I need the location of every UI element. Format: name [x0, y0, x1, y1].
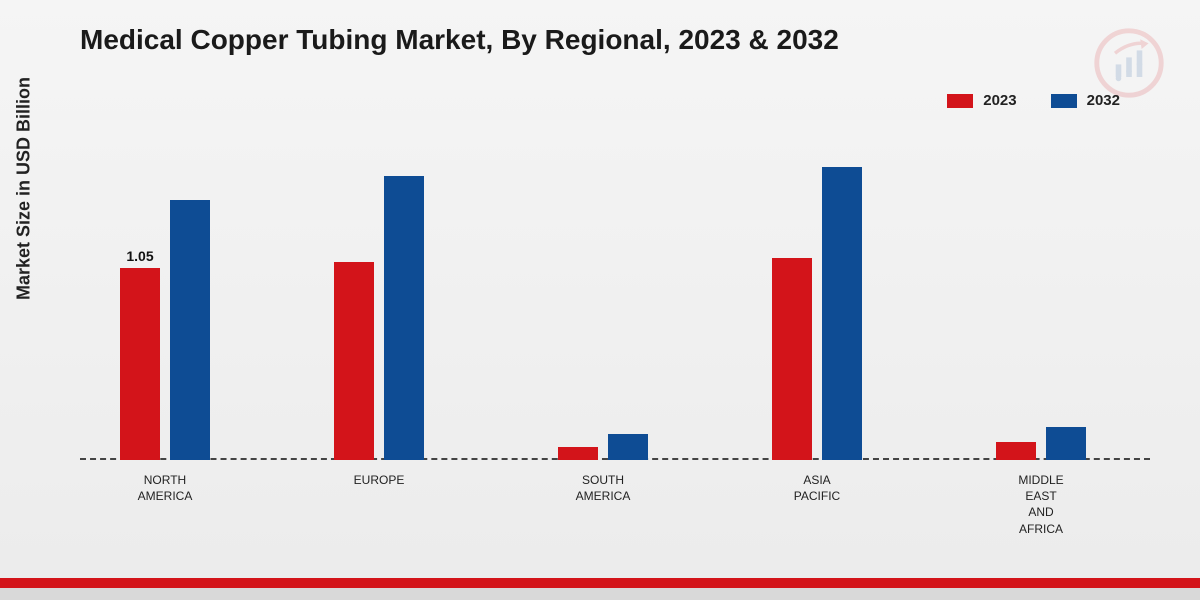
value-label-north_america: 1.05 — [120, 248, 160, 264]
legend: 2023 2032 — [947, 92, 1120, 109]
legend-swatch-2023 — [947, 94, 973, 108]
bar-group-south_america — [558, 434, 648, 460]
legend-label-2023: 2023 — [983, 92, 1016, 109]
legend-item-2023: 2023 — [947, 92, 1016, 109]
bar-2023-mea — [996, 442, 1036, 460]
bar-group-north_america — [120, 200, 210, 460]
bar-2032-europe — [384, 176, 424, 460]
legend-label-2032: 2032 — [1087, 92, 1120, 109]
bar-2032-north_america — [170, 200, 210, 460]
chart-container: Medical Copper Tubing Market, By Regiona… — [0, 0, 1200, 578]
bar-2032-mea — [1046, 427, 1086, 460]
bar-2023-north_america — [120, 268, 160, 461]
chart-title: Medical Copper Tubing Market, By Regiona… — [80, 24, 839, 56]
x-label-europe: EUROPE — [329, 472, 429, 488]
bar-group-europe — [334, 176, 424, 460]
bar-2023-asia_pacific — [772, 258, 812, 460]
x-label-south_america: SOUTH AMERICA — [553, 472, 653, 504]
legend-item-2032: 2032 — [1051, 92, 1120, 109]
bar-group-asia_pacific — [772, 167, 862, 460]
y-axis-label: Market Size in USD Billion — [14, 77, 35, 300]
bar-2023-europe — [334, 262, 374, 460]
x-label-asia_pacific: ASIA PACIFIC — [767, 472, 867, 504]
footer-bar — [0, 578, 1200, 600]
footer-grey-stripe — [0, 588, 1200, 600]
x-label-mea: MIDDLE EAST AND AFRICA — [991, 472, 1091, 537]
watermark-logo — [1094, 28, 1164, 98]
plot-area: 1.05 — [80, 130, 1150, 460]
footer-red-stripe — [0, 578, 1200, 588]
bar-group-mea — [996, 427, 1086, 460]
bar-2032-south_america — [608, 434, 648, 460]
bar-2023-south_america — [558, 447, 598, 460]
x-label-north_america: NORTH AMERICA — [115, 472, 215, 504]
bar-2032-asia_pacific — [822, 167, 862, 460]
x-axis-labels: NORTH AMERICA EUROPE SOUTH AMERICA ASIA PAC… — [80, 468, 1150, 548]
legend-swatch-2032 — [1051, 94, 1077, 108]
